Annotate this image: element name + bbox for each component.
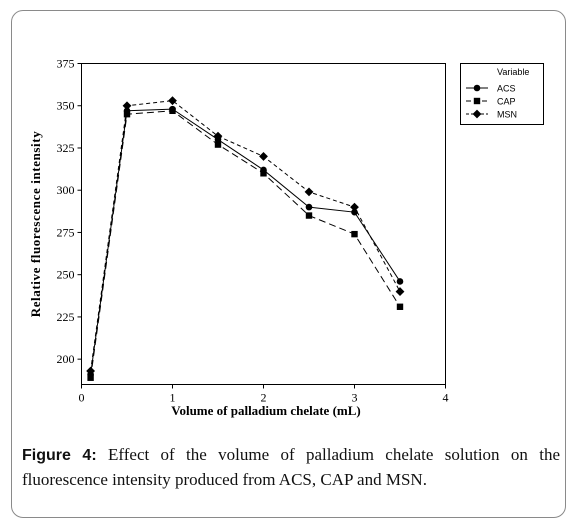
x-tick-label: 2 (261, 391, 267, 405)
legend-marker (473, 84, 481, 92)
data-point-cap (169, 107, 176, 115)
data-point-msn (168, 96, 177, 106)
legend: Variable ACS CAP MSN (460, 63, 544, 125)
data-point-cap (305, 212, 313, 219)
data-point-msn (350, 202, 359, 212)
data-point-acs (396, 278, 404, 285)
caption-label: Figure 4: (22, 447, 97, 464)
y-tick-label: 375 (57, 57, 75, 71)
y-tick-label: 300 (57, 183, 75, 197)
x-tick-label: 1 (170, 391, 176, 405)
caption-text: Effect of the volume of palladium chelat… (22, 445, 560, 489)
y-axis-label: Relative fluorescence intensity (28, 131, 43, 318)
data-point-msn (395, 287, 405, 296)
data-point-msn (122, 101, 132, 111)
x-axis: 0 1 2 3 4 (79, 384, 449, 405)
legend-item-cap: CAP (466, 97, 516, 107)
data-point-cap (214, 141, 222, 148)
y-tick-label: 325 (57, 141, 75, 155)
chart-panel: 200 225 250 275 300 325 350 375 0 1 2 3 4 Volume of… (22, 26, 555, 431)
legend-label: ACS (497, 84, 516, 94)
data-point-cap (351, 230, 358, 238)
y-tick-label: 200 (57, 352, 75, 366)
legend-label: MSN (497, 110, 517, 120)
x-tick-label: 0 (79, 391, 85, 405)
data-point-acs (305, 203, 313, 211)
legend-box (460, 63, 544, 125)
data-point-msn (86, 366, 95, 376)
legend-label: CAP (497, 97, 516, 107)
figure-caption: Figure 4: Effect of the volume of pallad… (22, 443, 560, 492)
series-cap (87, 107, 404, 381)
legend-marker (473, 97, 481, 105)
x-tick-label: 4 (443, 391, 449, 405)
data-point-cap (396, 303, 404, 310)
data-point-msn (213, 131, 223, 141)
legend-item-acs: ACS (466, 84, 516, 94)
y-axis: 200 225 250 275 300 325 350 375 (57, 57, 82, 366)
line-chart: 200 225 250 275 300 325 350 375 0 1 2 3 4 Volume of… (28, 57, 544, 418)
y-tick-label: 225 (57, 310, 75, 324)
x-axis-label: Volume of palladium chelate (mL) (171, 403, 360, 418)
legend-item-msn: MSN (466, 110, 517, 120)
series-line-acs (90, 108, 401, 375)
data-point-msn (304, 187, 314, 197)
plot-area (81, 63, 446, 385)
y-tick-label: 250 (57, 268, 75, 282)
data-point-cap (260, 170, 267, 177)
data-point-cap (87, 374, 94, 381)
legend-marker (472, 109, 482, 119)
legend-title: Variable (497, 67, 529, 77)
x-tick-label: 3 (352, 391, 358, 405)
y-tick-label: 275 (57, 225, 75, 239)
data-point-cap (123, 110, 131, 118)
y-tick-label: 350 (57, 99, 75, 113)
series-line-msn (90, 100, 401, 372)
data-point-acs (351, 208, 358, 216)
